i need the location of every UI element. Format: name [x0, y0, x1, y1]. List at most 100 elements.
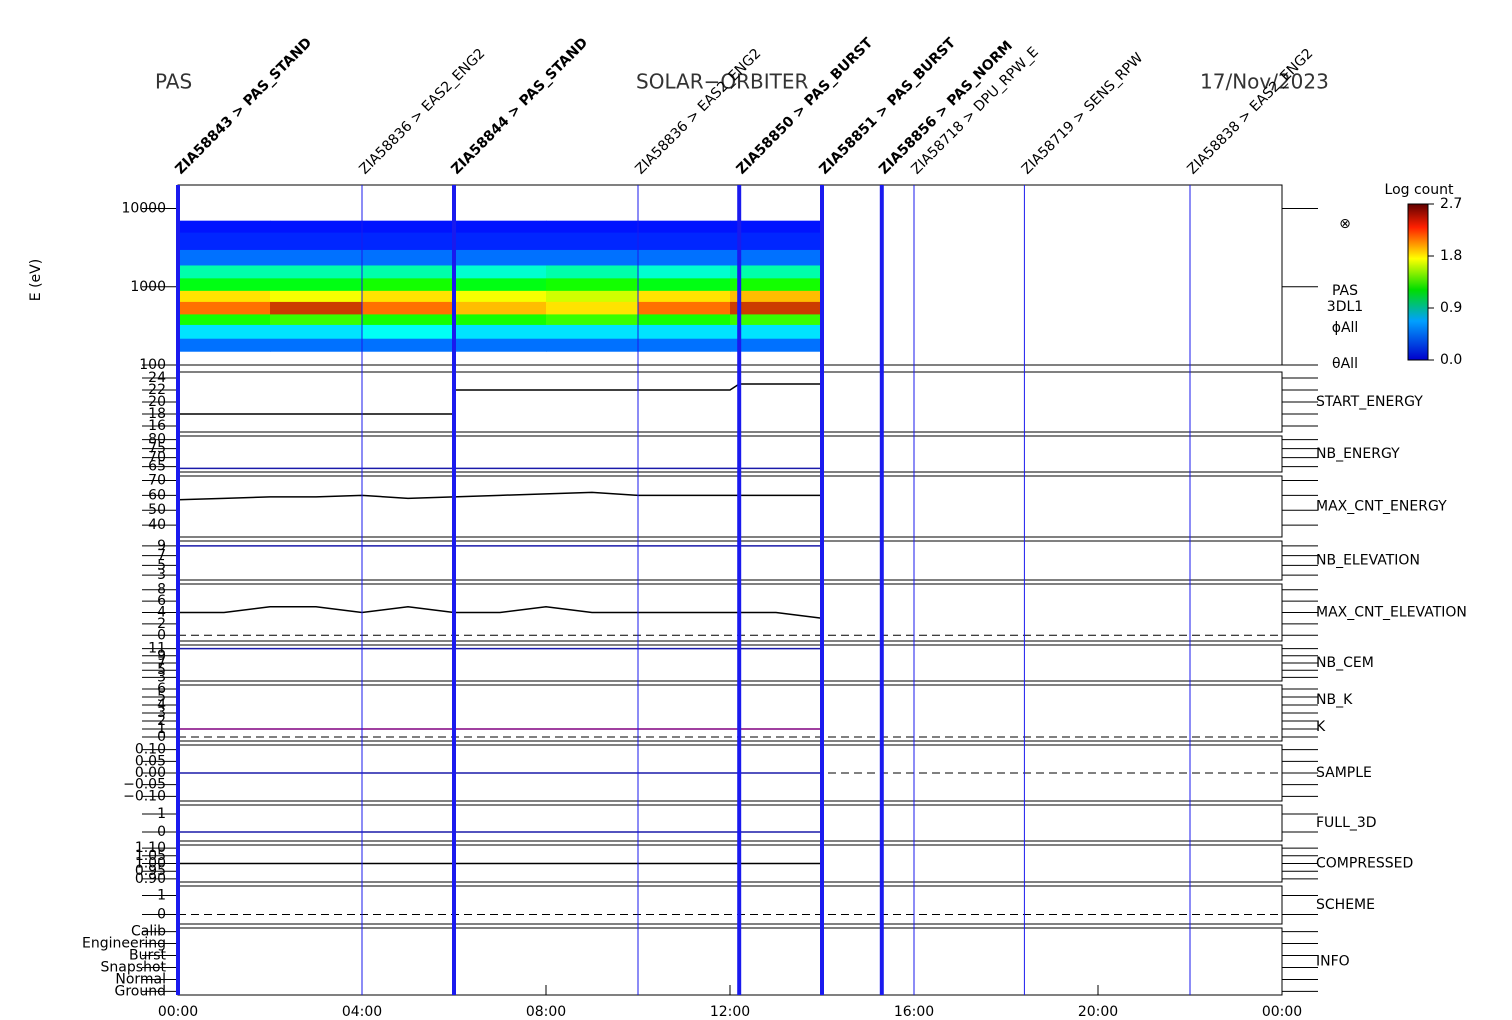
heatmap-cell: [546, 324, 639, 339]
data-line: [178, 606, 823, 619]
heatmap-cell: [638, 220, 731, 233]
panel-label: MAX_CNT_ENERGY: [1316, 499, 1447, 515]
heatmap-cell: [270, 338, 363, 352]
heatmap-cell: [362, 313, 455, 325]
heatmap-cell: [638, 232, 731, 250]
colorbar-tick-label: 1.8: [1440, 248, 1462, 264]
panel-label: K: [1316, 719, 1326, 735]
heatmap-cell: [454, 220, 547, 233]
colorbar: [1407, 203, 1429, 361]
heatmap-cell: [362, 301, 455, 315]
heatmap-cell: [178, 249, 271, 266]
header-center: SOLAR−ORBITER: [636, 70, 808, 94]
y-tick-label: Snapshot: [101, 959, 167, 975]
heatmap-cell: [454, 264, 547, 279]
heatmap-cell: [730, 220, 823, 233]
panel-label: 3DL1: [1327, 299, 1363, 315]
panel-label: NB_ENERGY: [1316, 446, 1400, 462]
data-line: [178, 383, 822, 415]
heatmap-cell: [546, 277, 639, 291]
heatmap-cell: [730, 277, 823, 291]
data-line: [177, 491, 822, 501]
panel-label: COMPRESSED: [1316, 856, 1413, 872]
y-tick-label: Normal: [115, 971, 166, 987]
heatmap-cell: [362, 232, 455, 250]
x-tick-label: 00:00: [158, 1004, 198, 1020]
colorbar-tick-label: 0.9: [1440, 300, 1462, 316]
panel-frame: [177, 927, 1283, 996]
heatmap-cell: [730, 249, 823, 266]
heatmap-cell: [362, 290, 455, 302]
heatmap-cell: [546, 301, 639, 315]
heatmap-cell: [178, 232, 271, 250]
panel-frame: [177, 804, 1283, 842]
panel-label: MAX_CNT_ELEVATION: [1316, 605, 1467, 621]
panel-label: ϕAll: [1332, 320, 1359, 336]
heatmap-cell: [454, 324, 547, 339]
heatmap-cell: [178, 264, 271, 279]
colorbar-title: Log count: [1385, 182, 1454, 198]
heatmap-cell: [730, 290, 823, 302]
colorbar-tick-label: 2.7: [1440, 196, 1462, 212]
heatmap-cell: [638, 290, 731, 302]
heatmap-cell: [638, 324, 731, 339]
heatmap-cell: [638, 264, 731, 279]
heatmap-cell: [730, 324, 823, 339]
panel-frame: [177, 475, 1283, 538]
event-label: ZIA58843 > PAS_STAND: [172, 35, 315, 178]
heatmap-cell: [178, 313, 271, 325]
heatmap-cell: [546, 313, 639, 325]
header-left: PAS: [155, 70, 192, 94]
panel-label: NB_K: [1316, 692, 1353, 708]
heatmap-cell: [270, 277, 363, 291]
y-axis-label: E (eV): [28, 259, 44, 301]
event-label: ZIA58838 > EAS2_ENG2: [1184, 46, 1316, 178]
panel-label: START_ENERGY: [1316, 394, 1423, 410]
heatmap-cell: [546, 338, 639, 352]
heatmap-cell: [270, 249, 363, 266]
x-tick-label: 04:00: [342, 1004, 382, 1020]
panel-frame: [177, 371, 1283, 433]
heatmap-cell: [546, 249, 639, 266]
heatmap-cell: [638, 277, 731, 291]
heatmap-cell: [270, 220, 363, 233]
heatmap-cell: [362, 338, 455, 352]
panel-label: INFO: [1316, 954, 1350, 970]
panel-label: FULL_3D: [1316, 815, 1377, 831]
panel-label: NB_ELEVATION: [1316, 553, 1420, 569]
heatmap-cell: [362, 249, 455, 266]
heatmap-cell: [270, 290, 363, 302]
heatmap-cell: [178, 290, 271, 302]
panel-frame: [177, 644, 1283, 682]
heatmap-cell: [454, 290, 547, 302]
heatmap-cell: [178, 301, 271, 315]
heatmap-cell: [178, 324, 271, 339]
panel-frame: [177, 684, 1283, 742]
y-tick-label: Ground: [115, 983, 167, 999]
x-tick-label: 00:00: [1262, 1004, 1302, 1020]
heatmap-cell: [270, 313, 363, 325]
panel-label: SAMPLE: [1316, 765, 1372, 781]
heatmap-cell: [362, 264, 455, 279]
heatmap-cell: [638, 249, 731, 266]
heatmap-cell: [454, 232, 547, 250]
heatmap-cell: [730, 338, 823, 352]
direction-symbol: ⊗: [1339, 216, 1351, 232]
heatmap-cell: [454, 301, 547, 315]
heatmap-cell: [730, 301, 823, 315]
x-tick-label: 12:00: [710, 1004, 750, 1020]
heatmap-cell: [178, 338, 271, 352]
panel-label: PAS: [1332, 283, 1358, 299]
x-tick-label: 20:00: [1078, 1004, 1118, 1020]
heatmap-cell: [454, 249, 547, 266]
colorbar-tick-label: 0.0: [1440, 352, 1462, 368]
x-tick-label: 16:00: [894, 1004, 934, 1020]
heatmap-cell: [362, 324, 455, 339]
heatmap-cell: [638, 301, 731, 315]
panel-frame: [177, 885, 1283, 925]
heatmap-cell: [546, 232, 639, 250]
panel-label: SCHEME: [1316, 897, 1375, 913]
heatmap-cell: [730, 232, 823, 250]
heatmap-cell: [454, 313, 547, 325]
